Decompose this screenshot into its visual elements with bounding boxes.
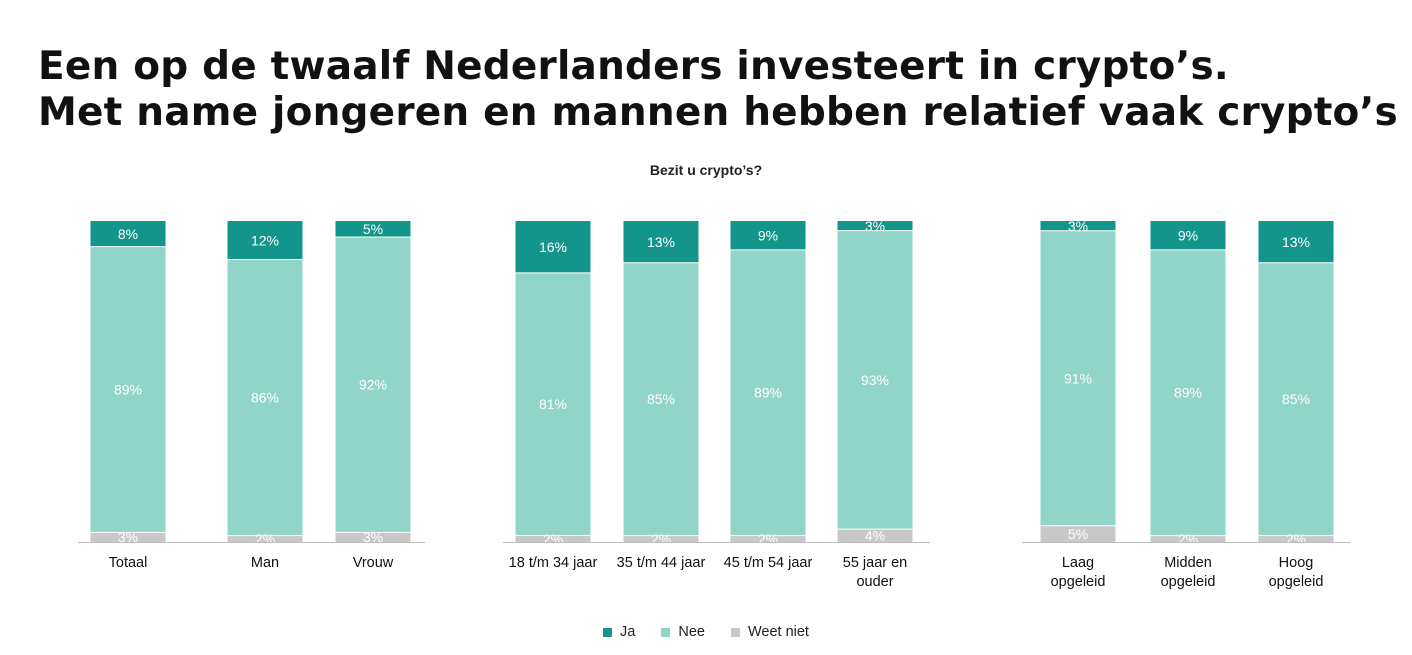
bar-segment-nee — [90, 246, 166, 533]
legend-label-ja: Ja — [620, 624, 636, 640]
category-label: Hoog — [1279, 555, 1314, 571]
data-label-nee: 89% — [1174, 385, 1202, 401]
data-label-ja: 9% — [1178, 227, 1198, 243]
data-label-weet-niet: 2% — [651, 531, 671, 547]
page-title: Een op de twaalf Nederlanders investeert… — [38, 44, 1398, 136]
legend-item-nee: Nee — [661, 624, 705, 640]
bar-segment-ja — [623, 221, 699, 263]
data-label-nee: 93% — [861, 372, 889, 388]
bar-segment-ja — [335, 221, 411, 238]
category-label: 45 t/m 54 jaar — [724, 555, 813, 571]
category-label: opgeleid — [1161, 574, 1216, 590]
data-label-weet-niet: 2% — [255, 531, 275, 547]
bar-segment-weet-niet — [730, 535, 806, 542]
category-label: Vrouw — [353, 555, 394, 571]
bar-segment-ja — [515, 221, 591, 273]
bar-segment-weet-niet — [1040, 525, 1116, 542]
data-label-nee: 81% — [539, 396, 567, 412]
bar-segment-nee — [335, 237, 411, 533]
bar-segment-nee — [623, 262, 699, 536]
data-label-ja: 12% — [251, 232, 279, 248]
category-label: Totaal — [109, 555, 148, 571]
bar-segment-weet-niet — [227, 535, 303, 542]
bar-segment-ja — [1258, 221, 1334, 263]
legend-label-weet-niet: Weet niet — [747, 624, 809, 640]
chart-title: Bezit u crypto’s? — [649, 162, 763, 178]
data-label-ja: 9% — [758, 227, 778, 243]
bar-segment-ja — [730, 221, 806, 250]
bar-segment-weet-niet — [515, 535, 591, 542]
bar-segment-ja — [1040, 221, 1116, 231]
legend-item-ja: Ja — [603, 624, 635, 640]
data-label-nee: 86% — [251, 390, 279, 406]
data-label-weet-niet: 2% — [543, 531, 563, 547]
bar-segment-nee — [1258, 262, 1334, 536]
bar-segment-nee — [1040, 230, 1116, 526]
title-line-1: Een op de twaalf Nederlanders investeert… — [38, 44, 1229, 89]
data-label-ja: 3% — [865, 218, 885, 234]
bar-segment-nee — [1150, 249, 1226, 536]
data-label-ja: 8% — [118, 226, 138, 242]
data-label-weet-niet: 3% — [118, 529, 138, 545]
category-label: 18 t/m 34 jaar — [509, 555, 598, 571]
bar-segment-weet-niet — [335, 532, 411, 542]
legend-swatch-weet-niet — [730, 627, 740, 637]
data-label-ja: 16% — [539, 239, 567, 255]
bar-segment-weet-niet — [1258, 535, 1334, 542]
legend-item-weet-niet: Weet niet — [730, 624, 809, 640]
category-label: opgeleid — [1269, 574, 1324, 590]
category-label: 55 jaar en — [843, 555, 908, 571]
data-label-weet-niet: 2% — [1178, 531, 1198, 547]
data-label-ja: 13% — [1282, 234, 1310, 250]
bar-segment-weet-niet — [90, 532, 166, 542]
category-label: Man — [251, 555, 279, 571]
category-label: Midden — [1164, 555, 1212, 571]
chart-legend: Ja Nee Weet niet — [0, 624, 1412, 640]
data-label-weet-niet: 2% — [1286, 531, 1306, 547]
category-label: Laag — [1062, 555, 1094, 571]
data-label-weet-niet: 4% — [865, 528, 885, 544]
legend-swatch-ja — [603, 627, 613, 637]
data-label-ja: 3% — [1068, 218, 1088, 234]
title-line-2: Met name jongeren en mannen hebben relat… — [38, 90, 1398, 135]
data-label-nee: 85% — [1282, 391, 1310, 407]
category-label: 35 t/m 44 jaar — [617, 555, 706, 571]
data-label-weet-niet: 3% — [363, 529, 383, 545]
bar-segment-nee — [837, 230, 913, 530]
data-label-ja: 13% — [647, 234, 675, 250]
bar-segment-weet-niet — [837, 529, 913, 542]
legend-label-nee: Nee — [678, 624, 705, 640]
data-label-ja: 5% — [363, 221, 383, 237]
bar-segment-nee — [730, 249, 806, 536]
data-label-weet-niet: 5% — [1068, 526, 1088, 542]
bar-segment-nee — [227, 259, 303, 536]
bar-segment-ja — [227, 221, 303, 260]
data-label-nee: 92% — [359, 377, 387, 393]
bar-segment-ja — [90, 221, 166, 247]
data-label-weet-niet: 2% — [758, 531, 778, 547]
category-label: opgeleid — [1051, 574, 1106, 590]
legend-swatch-nee — [661, 627, 671, 637]
category-label: ouder — [856, 574, 893, 590]
bar-segment-ja — [837, 221, 913, 231]
bar-segment-weet-niet — [623, 535, 699, 542]
data-label-nee: 85% — [647, 391, 675, 407]
data-label-nee: 89% — [114, 382, 142, 398]
bar-segment-weet-niet — [1150, 535, 1226, 542]
data-label-nee: 89% — [754, 385, 782, 401]
bar-segment-nee — [515, 272, 591, 536]
data-label-nee: 91% — [1064, 370, 1092, 386]
bar-segment-ja — [1150, 221, 1226, 250]
